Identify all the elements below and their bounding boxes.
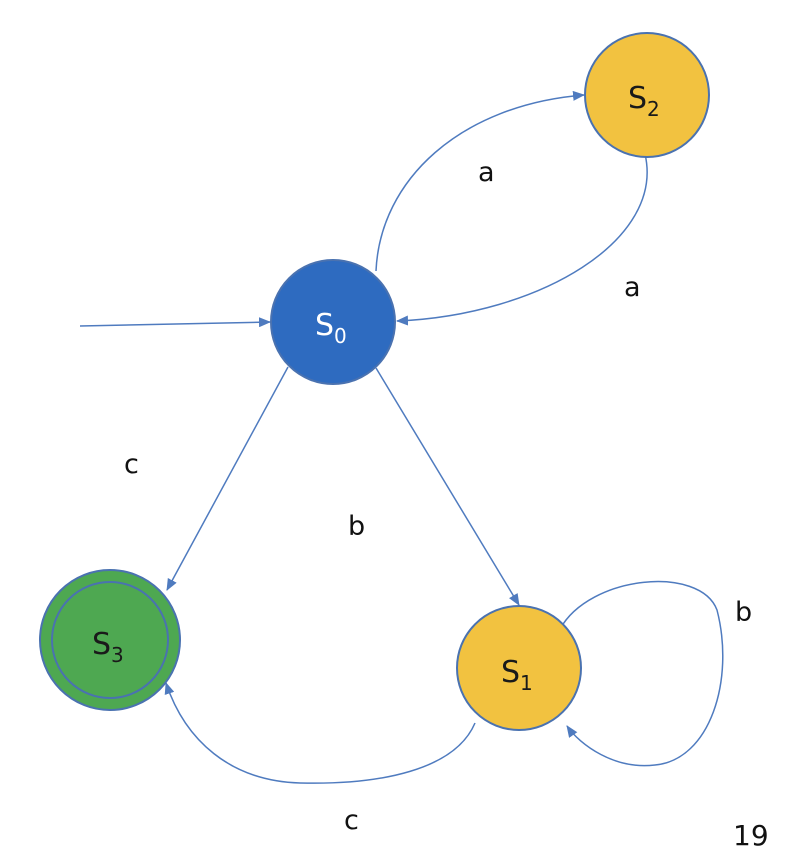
edge-s0-to-s1 <box>376 368 519 605</box>
edge-label-s2-s0: a <box>624 272 641 303</box>
edge-s0-to-s3 <box>167 367 288 590</box>
state-s0: S0 <box>271 260 395 384</box>
edge-label-s0-s3: c <box>124 449 139 480</box>
page-number: 19 <box>733 819 769 852</box>
start-arrow <box>80 322 270 326</box>
state-s1: S1 <box>457 606 581 730</box>
edge-label-s0-s2: a <box>478 157 495 188</box>
edge-s1-self-loop <box>560 582 723 766</box>
edge-s1-to-s3 <box>166 683 475 783</box>
edge-label-s0-s1: b <box>348 511 365 542</box>
edge-s2-to-s0 <box>397 154 647 321</box>
edge-label-s1-s3: c <box>344 805 359 836</box>
state-s3-accepting: S3 <box>40 570 180 710</box>
state-s2: S2 <box>585 33 709 157</box>
edge-label-s1-loop: b <box>735 597 752 628</box>
